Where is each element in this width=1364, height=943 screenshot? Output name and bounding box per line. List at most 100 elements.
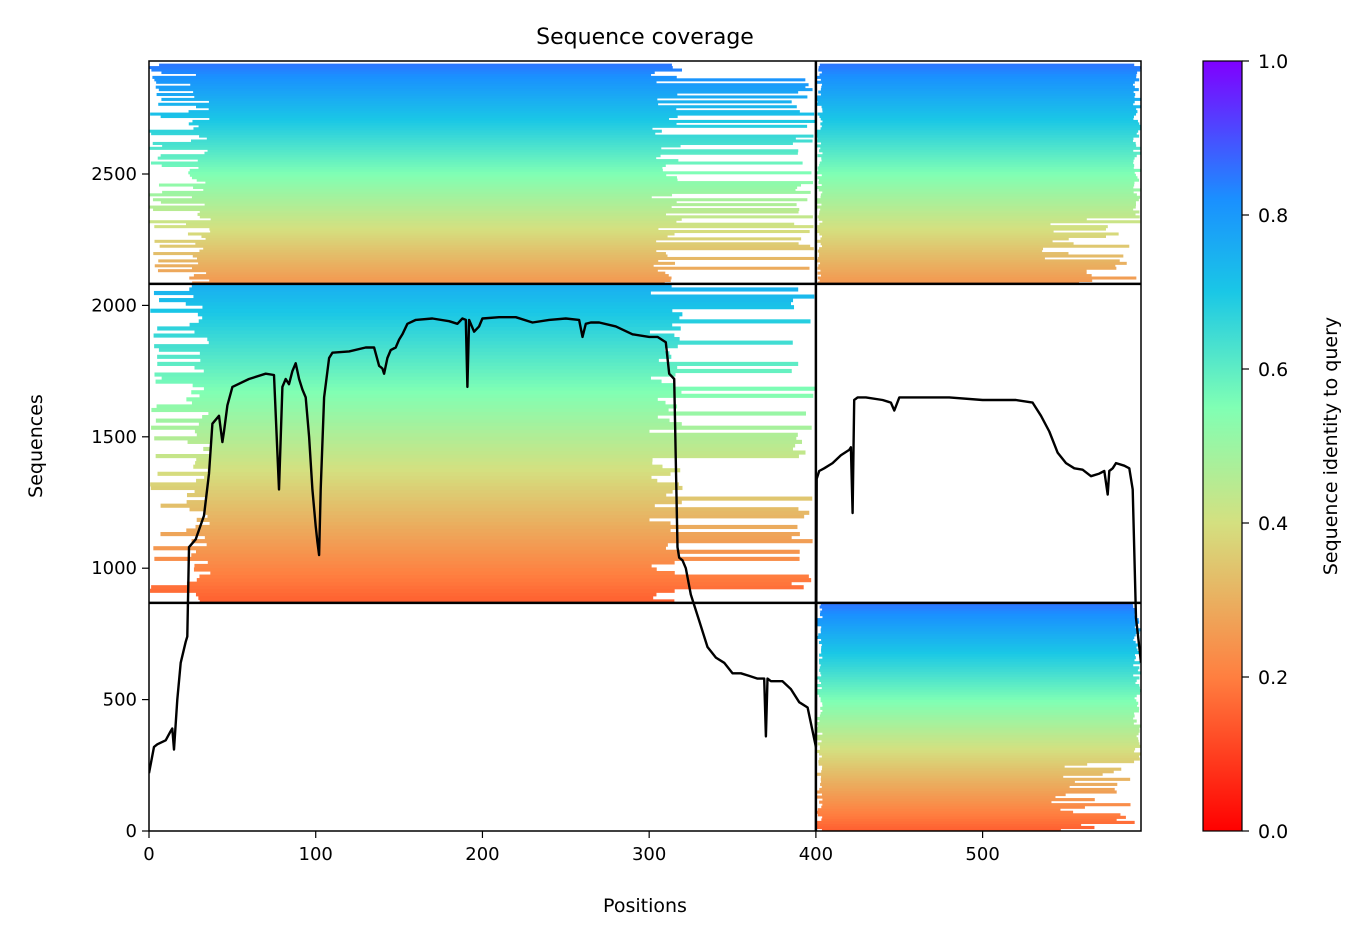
coverage-row bbox=[820, 630, 1140, 634]
coverage-row bbox=[817, 271, 1087, 275]
coverage-row bbox=[822, 607, 1137, 612]
coverage-row bbox=[819, 161, 1134, 165]
coverage-row bbox=[819, 668, 1138, 672]
colorbar-tick-label: 1.0 bbox=[1258, 51, 1288, 73]
coverage-row bbox=[822, 151, 1141, 155]
colorbar-label: Sequence identity to query bbox=[1320, 317, 1342, 575]
coverage-row bbox=[818, 149, 1134, 153]
coverage-row bbox=[820, 777, 1131, 781]
coverage-row bbox=[818, 217, 1087, 221]
coverage-row bbox=[820, 261, 1127, 265]
coverage-row bbox=[191, 390, 682, 395]
coverage-row bbox=[821, 673, 1134, 677]
coverage-row bbox=[188, 122, 677, 126]
coverage-row bbox=[206, 496, 813, 501]
coverage-row bbox=[817, 215, 1140, 219]
coverage-row bbox=[193, 90, 799, 94]
coverage-row bbox=[816, 635, 1135, 639]
coverage-row bbox=[204, 475, 652, 480]
coverage-row bbox=[821, 85, 1135, 89]
coverage-row bbox=[821, 780, 1075, 784]
coverage-row bbox=[199, 599, 675, 604]
coverage-row bbox=[202, 415, 658, 420]
x-axis-label: Positions bbox=[603, 895, 687, 917]
y-tick-label: 2000 bbox=[91, 295, 137, 316]
chart-title: Sequence coverage bbox=[536, 25, 754, 50]
coverage-row bbox=[817, 808, 1061, 812]
coverage-row bbox=[819, 163, 1135, 167]
coverage-row bbox=[149, 146, 662, 150]
coverage-row bbox=[821, 754, 1140, 759]
coverage-row bbox=[206, 542, 668, 547]
x-tick-label: 200 bbox=[465, 844, 499, 865]
coverage-row bbox=[161, 97, 658, 101]
coverage-row bbox=[189, 507, 799, 512]
y-tick-label: 500 bbox=[103, 690, 137, 711]
x-tick-label: 100 bbox=[299, 844, 333, 865]
coverage-row bbox=[821, 124, 1141, 128]
coverage-row bbox=[206, 137, 796, 141]
coverage-row bbox=[189, 322, 673, 327]
coverage-row bbox=[816, 825, 1095, 830]
coverage-row bbox=[820, 711, 1135, 716]
coverage-row bbox=[153, 207, 800, 212]
coverage-row bbox=[817, 137, 1134, 141]
coverage-row bbox=[189, 168, 663, 172]
coverage-row bbox=[150, 308, 673, 313]
coverage-row bbox=[821, 156, 1135, 160]
coverage-row bbox=[205, 237, 802, 241]
coverage-row bbox=[149, 66, 673, 70]
coverage-row bbox=[209, 278, 671, 283]
coverage-row bbox=[150, 588, 675, 593]
colorbar-tick-label: 0.0 bbox=[1258, 821, 1288, 843]
coverage-row bbox=[154, 239, 657, 243]
coverage-row bbox=[819, 63, 1135, 67]
coverage-row bbox=[817, 225, 1108, 229]
coverage-row bbox=[822, 704, 1138, 708]
coverage-row bbox=[199, 210, 799, 214]
coverage-row bbox=[207, 514, 805, 519]
coverage-row bbox=[154, 372, 676, 377]
coverage-row bbox=[154, 344, 678, 349]
x-tick-label: 300 bbox=[632, 844, 666, 865]
coverage-row bbox=[817, 749, 1135, 754]
coverage-row bbox=[186, 500, 682, 505]
coverage-row bbox=[817, 724, 1141, 728]
coverage-row bbox=[817, 154, 1137, 158]
coverage-row bbox=[816, 200, 1136, 204]
coverage-row bbox=[195, 73, 652, 77]
coverage-row bbox=[818, 762, 1088, 766]
coverage-row bbox=[160, 115, 678, 119]
coverage-row bbox=[155, 379, 662, 384]
coverage-row bbox=[192, 254, 668, 258]
coverage-row bbox=[194, 429, 650, 434]
coverage-row bbox=[185, 301, 792, 306]
coverage-row bbox=[821, 274, 1092, 278]
coverage-row bbox=[209, 521, 671, 526]
coverage-row bbox=[816, 620, 1140, 624]
coverage-row bbox=[160, 503, 655, 508]
coverage-row bbox=[155, 454, 799, 459]
coverage-row bbox=[161, 163, 666, 167]
coverage-row bbox=[817, 722, 1134, 726]
coverage-row bbox=[819, 115, 1134, 119]
coverage-row bbox=[149, 205, 672, 209]
heatmap-block-1 bbox=[150, 283, 816, 604]
coverage-row bbox=[820, 782, 1118, 786]
block-separators bbox=[149, 61, 1141, 831]
coverage-row bbox=[820, 88, 1139, 92]
coverage-row bbox=[816, 691, 1141, 695]
coverage-row bbox=[819, 212, 1136, 216]
coverage-row bbox=[151, 425, 812, 430]
coverage-row bbox=[150, 161, 803, 165]
coverage-row bbox=[817, 742, 1140, 746]
coverage-row bbox=[822, 83, 1134, 87]
coverage-row bbox=[822, 119, 1138, 123]
coverage-row bbox=[195, 461, 653, 466]
coverage-row bbox=[199, 393, 814, 398]
coverage-row bbox=[817, 256, 1045, 260]
coverage-row bbox=[157, 156, 657, 160]
coverage-row bbox=[816, 795, 1056, 799]
coverage-row bbox=[199, 574, 809, 579]
coverage-row bbox=[200, 358, 659, 363]
